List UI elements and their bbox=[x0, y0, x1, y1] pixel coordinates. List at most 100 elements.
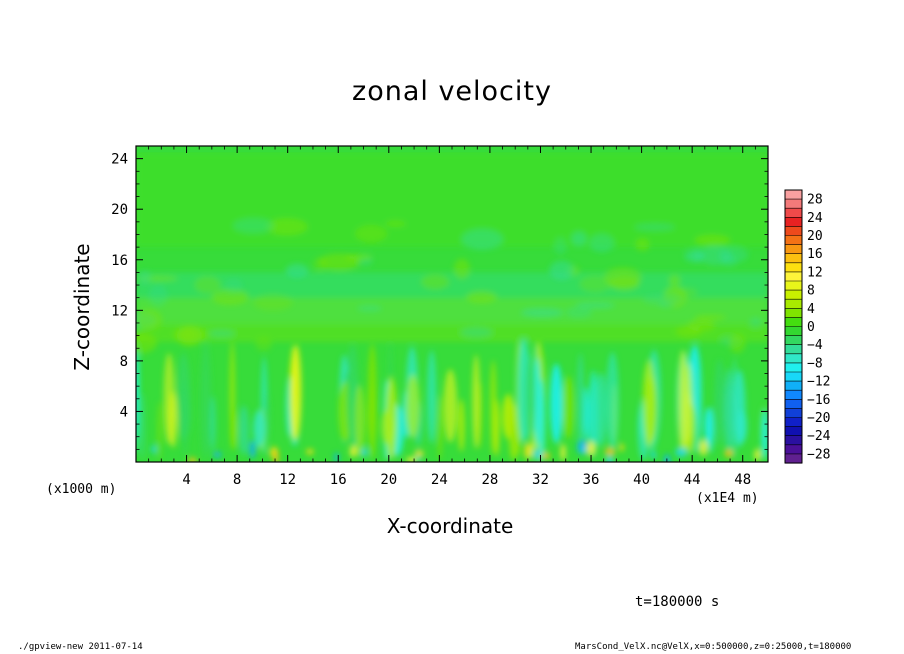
field-plume bbox=[367, 343, 377, 460]
field-patch bbox=[466, 290, 498, 304]
x-tick-label: 32 bbox=[532, 472, 549, 488]
field-spot bbox=[524, 442, 530, 460]
field-spot bbox=[349, 445, 358, 458]
colorbar: 28 24 20 16 12 8 4 0 −4 −8 −12 −16 −20 −24 −28 bbox=[784, 189, 831, 464]
x-tick-label: 16 bbox=[330, 472, 347, 488]
colorbar-swatch bbox=[785, 244, 802, 255]
field-patch bbox=[461, 327, 492, 338]
time-label: t=180000 s bbox=[635, 594, 720, 610]
colorbar-swatch bbox=[785, 335, 802, 346]
field-plume bbox=[577, 352, 584, 455]
field-patch bbox=[453, 258, 470, 280]
colorbar-label: −28 bbox=[807, 447, 830, 462]
field-patch bbox=[659, 299, 676, 308]
field-patch bbox=[176, 325, 203, 347]
field-plume bbox=[457, 398, 465, 452]
field-patch bbox=[266, 218, 308, 236]
field-plume bbox=[549, 363, 563, 444]
field-patch bbox=[194, 275, 221, 294]
field-spot bbox=[151, 444, 157, 454]
field-patch bbox=[136, 308, 163, 331]
colorbar-swatch bbox=[785, 453, 802, 464]
field-patch bbox=[571, 231, 587, 247]
field-patch bbox=[749, 317, 762, 328]
plot-area bbox=[135, 145, 769, 463]
colorbar-swatch bbox=[785, 353, 802, 364]
colorbar-label: 16 bbox=[807, 247, 823, 262]
colorbar-swatch bbox=[785, 381, 802, 391]
field-plume bbox=[704, 407, 713, 445]
x-tick-label: 4 bbox=[182, 472, 190, 488]
x-units-left: (x1000 m) bbox=[46, 482, 117, 497]
colorbar-label: 4 bbox=[807, 302, 815, 317]
field-plume bbox=[178, 391, 191, 439]
field-plume bbox=[588, 369, 598, 456]
field-plume bbox=[163, 353, 175, 445]
footer-left: ./gpview-new 2011-07-14 bbox=[18, 642, 143, 652]
field-spot bbox=[533, 448, 542, 460]
field-patch bbox=[209, 330, 235, 337]
colorbar-label: −8 bbox=[807, 356, 823, 371]
field-plume bbox=[539, 379, 546, 462]
field-spot bbox=[754, 448, 761, 461]
x-tick-label: 24 bbox=[431, 472, 448, 488]
colorbar-swatch bbox=[785, 262, 802, 273]
colorbar-swatch bbox=[785, 444, 802, 455]
field-patch bbox=[385, 220, 406, 228]
y-tick-label: 4 bbox=[120, 404, 128, 420]
field-plume bbox=[508, 403, 519, 461]
field-plume bbox=[583, 386, 589, 441]
field-patch bbox=[225, 278, 244, 293]
field-spot bbox=[188, 457, 197, 462]
colorbar-swatch bbox=[785, 390, 802, 400]
x-tick-label: 8 bbox=[233, 472, 241, 488]
field-plume bbox=[494, 399, 500, 457]
colorbar-label: −24 bbox=[807, 429, 831, 444]
colorbar-label: −12 bbox=[807, 375, 830, 390]
field-spot bbox=[414, 450, 424, 458]
x-tick-label: 44 bbox=[684, 472, 701, 488]
x-tick-label: 28 bbox=[481, 472, 498, 488]
x-tick-label: 12 bbox=[279, 472, 296, 488]
field-patch bbox=[357, 305, 382, 312]
colorbar-label: 28 bbox=[807, 193, 823, 208]
field-spot bbox=[528, 442, 533, 459]
field-plume bbox=[253, 409, 266, 448]
field-patch bbox=[285, 263, 309, 278]
colorbar-swatch bbox=[785, 208, 802, 218]
colorbar-swatch bbox=[785, 317, 802, 328]
field-plume bbox=[733, 369, 746, 448]
field-plume bbox=[238, 405, 250, 456]
field-plume bbox=[562, 375, 575, 439]
velocity-field bbox=[136, 152, 768, 462]
field-patch bbox=[694, 314, 727, 321]
chart-title: zonal velocity bbox=[352, 76, 552, 107]
x-units-right: (x1E4 m) bbox=[696, 491, 759, 506]
x-tick-label: 20 bbox=[380, 472, 397, 488]
field-plume bbox=[136, 348, 140, 441]
colorbar-swatch bbox=[785, 235, 802, 246]
field-patch bbox=[668, 274, 681, 287]
field-spot bbox=[724, 449, 734, 458]
field-plume bbox=[642, 359, 656, 448]
field-spot bbox=[606, 455, 613, 462]
field-patch bbox=[675, 325, 702, 338]
field-patch bbox=[634, 223, 675, 231]
field-spot bbox=[249, 440, 256, 459]
colorbar-label: 24 bbox=[807, 211, 823, 226]
colorbar-swatch bbox=[785, 190, 802, 200]
field-patch bbox=[674, 287, 698, 297]
field-spot bbox=[581, 446, 586, 454]
colorbar-swatch bbox=[785, 362, 802, 373]
field-patch bbox=[318, 253, 361, 271]
x-axis: 4 8 12 16 20 24 28 32 36 40 44 48 bbox=[148, 146, 756, 488]
colorbar-label: 12 bbox=[807, 265, 823, 280]
field-spot bbox=[273, 450, 279, 462]
field-plume bbox=[200, 341, 212, 459]
y-tick-label: 16 bbox=[111, 253, 128, 269]
field-patch bbox=[575, 302, 615, 309]
field-spot bbox=[675, 447, 688, 457]
field-spot bbox=[361, 447, 368, 457]
field-patch bbox=[608, 276, 640, 291]
field-plume bbox=[437, 394, 443, 461]
